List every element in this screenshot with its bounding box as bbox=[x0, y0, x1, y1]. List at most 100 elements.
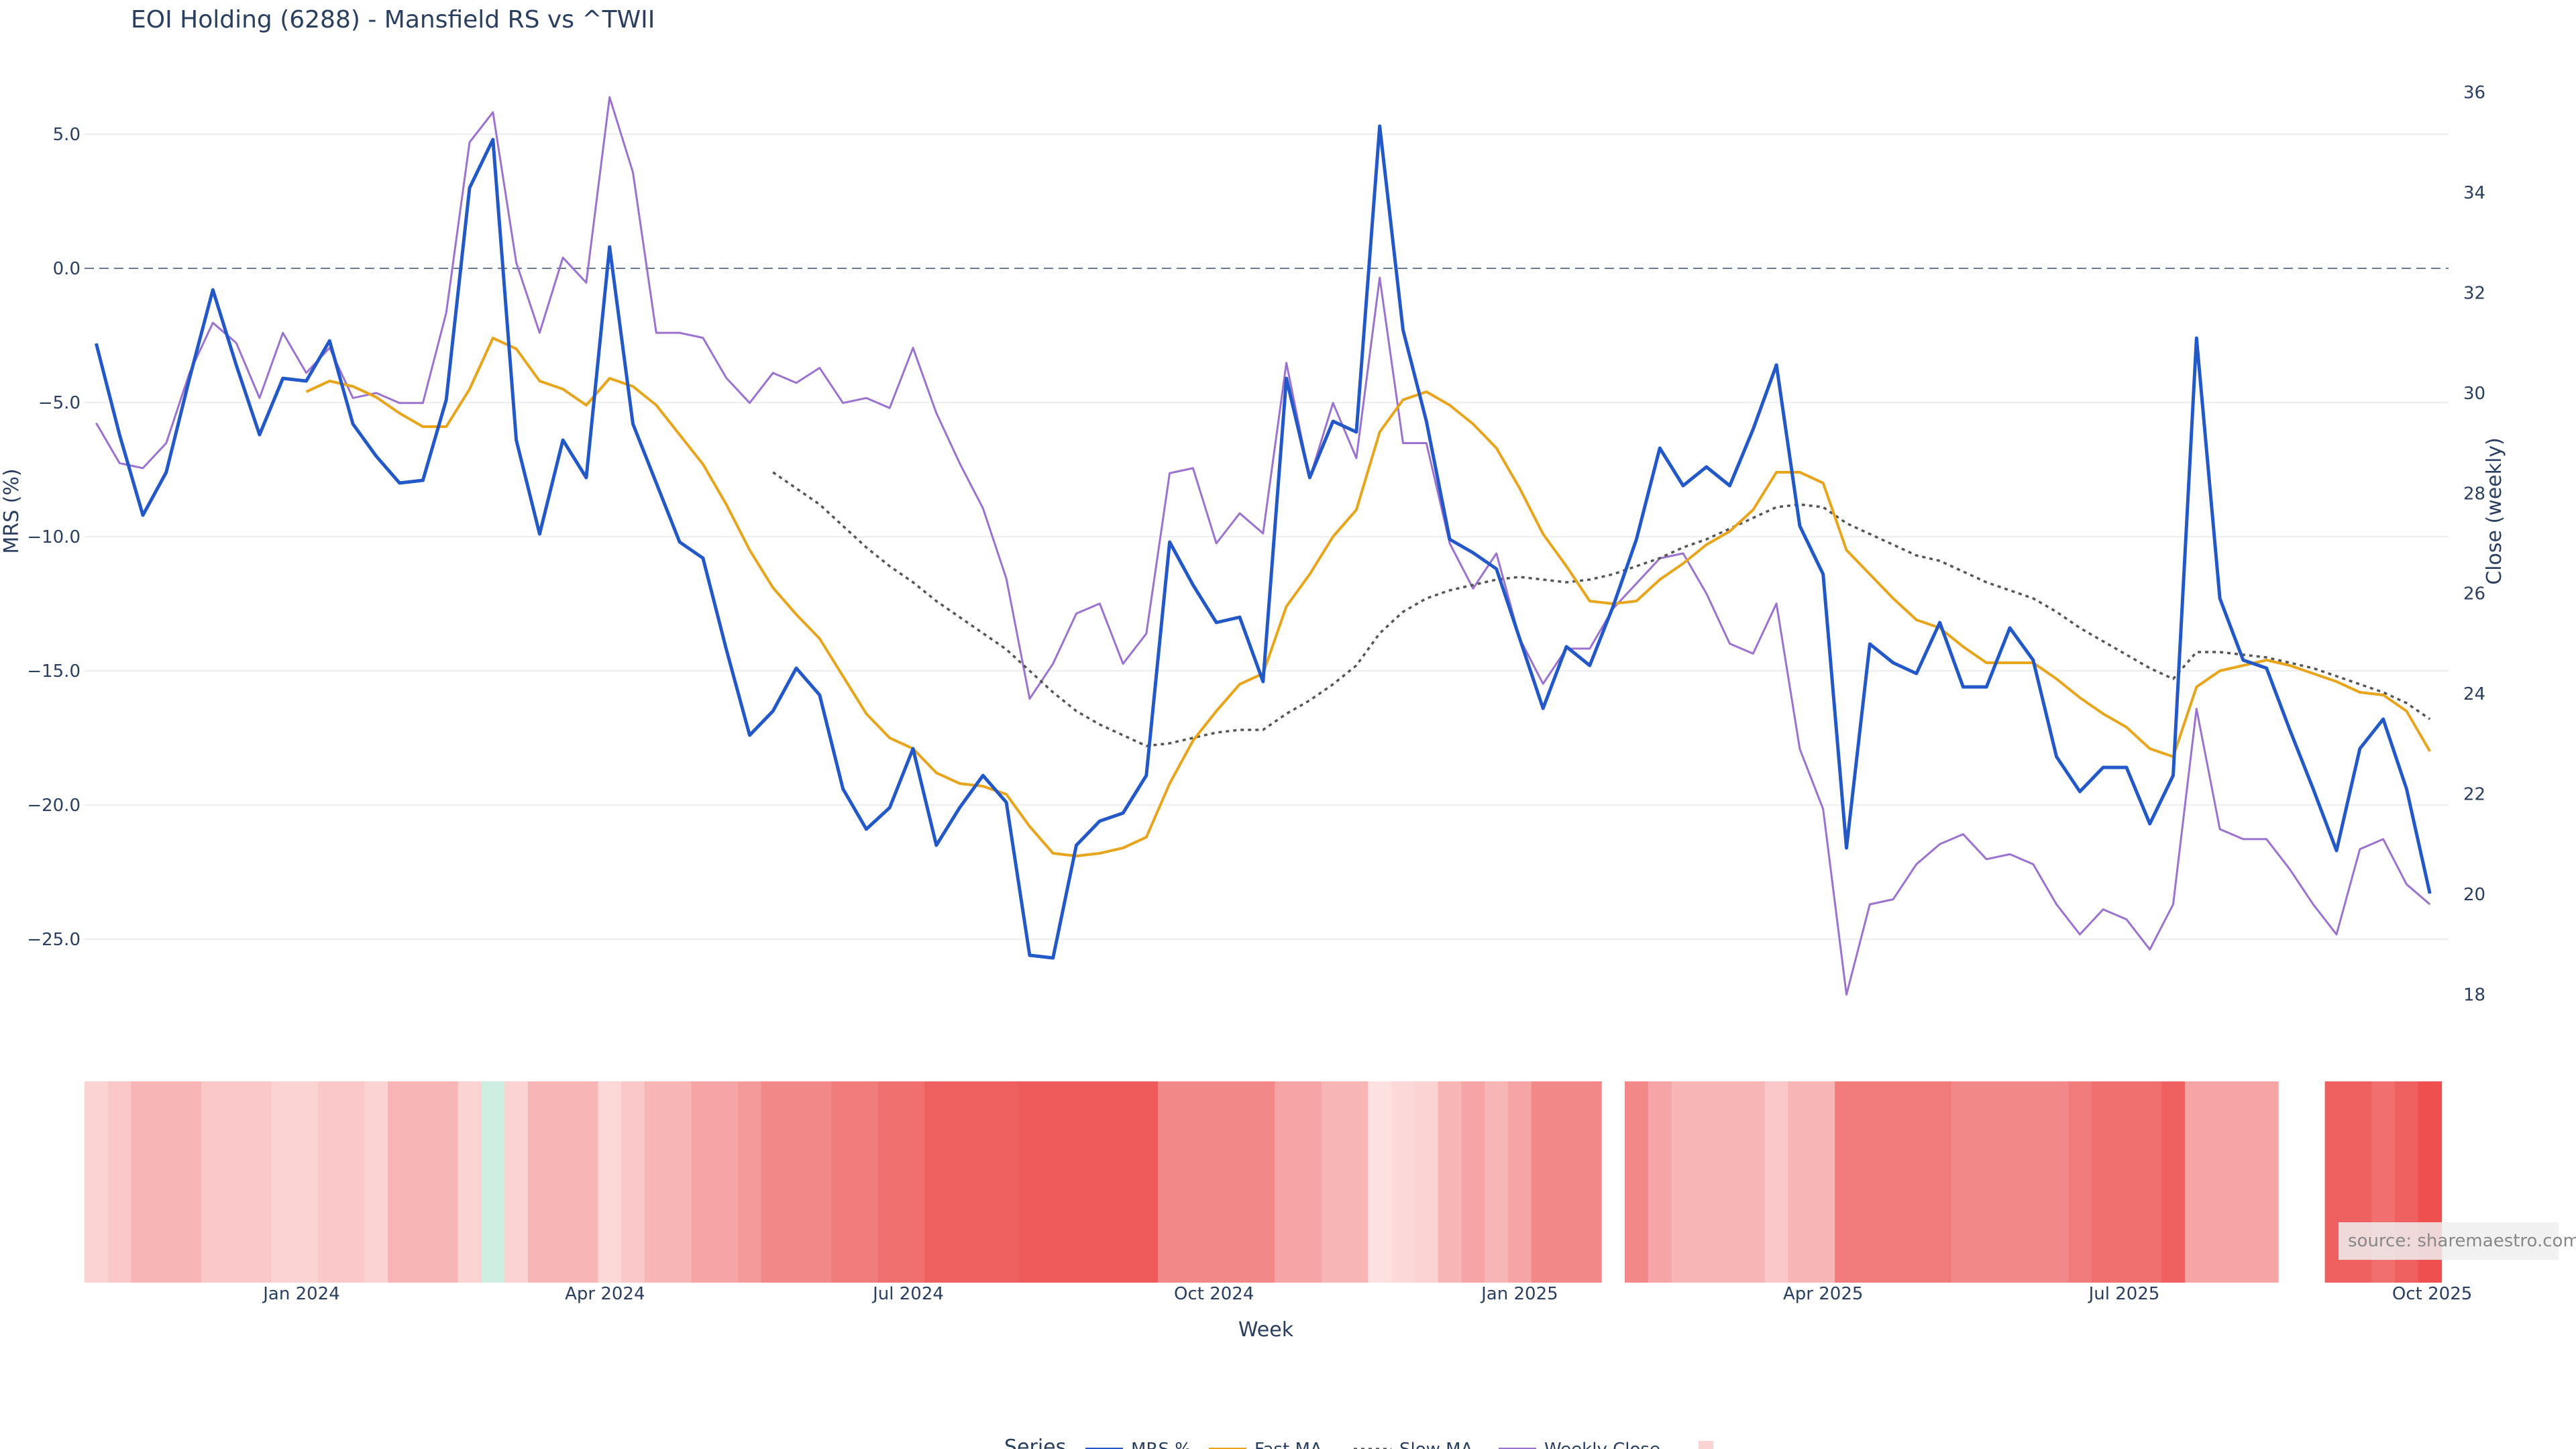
y2-tick-label: 32 bbox=[2463, 283, 2485, 303]
x-tick-label: Oct 2024 bbox=[1174, 1284, 1254, 1304]
heatmap-cell bbox=[714, 1081, 739, 1283]
series-line-mrs bbox=[94, 124, 2432, 960]
heatmap-cell bbox=[1904, 1081, 1929, 1283]
heatmap-cell bbox=[1204, 1081, 1229, 1283]
heatmap-cell bbox=[1158, 1081, 1182, 1283]
heatmap-cell bbox=[1251, 1081, 1275, 1283]
x-tick-label: Jan 2024 bbox=[262, 1284, 340, 1304]
heatmap-cell bbox=[1321, 1081, 1346, 1283]
heatmap-cell bbox=[877, 1081, 902, 1283]
heatmap-cell bbox=[271, 1081, 295, 1283]
heatmap-cell bbox=[551, 1081, 576, 1283]
heatmap-cell bbox=[761, 1081, 786, 1283]
heatmap-cell bbox=[1974, 1081, 1999, 1283]
heatmap-cell bbox=[1881, 1081, 1906, 1283]
heatmap-cell bbox=[855, 1081, 879, 1283]
heatmap-cell bbox=[691, 1081, 715, 1283]
heatmap-cell bbox=[1414, 1081, 1439, 1283]
heatmap-cell bbox=[1531, 1081, 1556, 1283]
x-tick-label: Jul 2025 bbox=[2088, 1284, 2160, 1304]
legend-items: MRS % Fast MA Slow MA Weekly Close bbox=[1085, 1440, 1713, 1449]
legend-item[interactable]: Slow MA bbox=[1354, 1440, 1473, 1449]
heatmap-cell bbox=[481, 1081, 505, 1283]
heatmap-cell bbox=[388, 1081, 412, 1283]
legend-label: Fast MA bbox=[1254, 1440, 1322, 1449]
heatmap-cell bbox=[1134, 1081, 1159, 1283]
y2-tick-label: 22 bbox=[2463, 785, 2485, 805]
heatmap-cell bbox=[1835, 1081, 1859, 1283]
y2-tick-label: 26 bbox=[2463, 584, 2485, 604]
heatmap-cell bbox=[2161, 1081, 2186, 1283]
heatmap-cell bbox=[2231, 1081, 2255, 1283]
legend-item[interactable]: Weekly Close bbox=[1499, 1440, 1660, 1449]
y-axis-title: MRS (%) bbox=[0, 468, 23, 553]
heatmap-cell bbox=[598, 1081, 622, 1283]
series-line-weekly-close bbox=[95, 96, 2431, 996]
heatmap-cell bbox=[1485, 1081, 1509, 1283]
y-tick-label: −5.0 bbox=[38, 393, 80, 413]
heatmap-cell bbox=[1368, 1081, 1392, 1283]
heatmap-cell bbox=[528, 1081, 552, 1283]
heatmap-cell bbox=[178, 1081, 202, 1283]
heatmap-cell bbox=[341, 1081, 366, 1283]
heatmap-cell bbox=[248, 1081, 272, 1283]
heatmap-cell bbox=[644, 1081, 669, 1283]
heatmap-cell bbox=[738, 1081, 762, 1283]
series-line-fast-ma bbox=[305, 337, 2431, 857]
heatmap-cell bbox=[411, 1081, 435, 1283]
y-tick-label: −20.0 bbox=[27, 796, 80, 816]
y-tick-label: 5.0 bbox=[53, 125, 80, 145]
y2-tick-label: 30 bbox=[2463, 384, 2485, 404]
x-axis-title: Week bbox=[1238, 1318, 1294, 1342]
heatmap-cell bbox=[1718, 1081, 1742, 1283]
heatmap-cell bbox=[458, 1081, 482, 1283]
legend-item[interactable]: Fast MA bbox=[1209, 1440, 1322, 1449]
x-tick-label: Jul 2024 bbox=[871, 1284, 944, 1304]
legend-item[interactable] bbox=[1699, 1441, 1713, 1449]
heatmap-cell bbox=[1951, 1081, 1976, 1283]
y-tick-label: −10.0 bbox=[27, 527, 80, 547]
heatmap-cell bbox=[1087, 1081, 1112, 1283]
heatmap-cell bbox=[1065, 1081, 1089, 1283]
chart-title: EOI Holding (6288) - Mansfield RS vs ^TW… bbox=[131, 6, 655, 34]
heatmap-cell bbox=[1275, 1081, 1299, 1283]
x-tick-label: Apr 2025 bbox=[1783, 1284, 1863, 1304]
y2-tick-label: 24 bbox=[2463, 684, 2485, 704]
heatmap-cell bbox=[2114, 1081, 2139, 1283]
heatmap-cell bbox=[1695, 1081, 1719, 1283]
heatmap-cell bbox=[1111, 1081, 1136, 1283]
heatmap-cell bbox=[154, 1081, 178, 1283]
y2-axis-ticks: 36 34 32 30 28 26 24 22 20 18 bbox=[2463, 83, 2485, 1005]
heatmap-cell bbox=[948, 1081, 972, 1283]
heatmap-cell bbox=[1671, 1081, 1695, 1283]
legend[interactable]: Series MRS % Fast MA Slow MA Weekly Close bbox=[1004, 1436, 1713, 1449]
heatmap-cell bbox=[85, 1081, 109, 1283]
heatmap-cell bbox=[1811, 1081, 1835, 1283]
heatmap-cell bbox=[2091, 1081, 2116, 1283]
heatmap-cell bbox=[2255, 1081, 2279, 1283]
heatmap-cell bbox=[621, 1081, 645, 1283]
x-tick-label: Jan 2025 bbox=[1480, 1284, 1558, 1304]
heatmap-cell bbox=[1578, 1081, 1602, 1283]
heatmap-cell bbox=[1764, 1081, 1789, 1283]
source-label: source: sharemaestro.com bbox=[2348, 1231, 2576, 1251]
x-axis-ticks: Jan 2024 Apr 2024 Jul 2024 Oct 2024 Jan 2025… bbox=[262, 1284, 2472, 1304]
y-tick-label: −25.0 bbox=[27, 930, 80, 950]
legend-item[interactable]: MRS % bbox=[1085, 1440, 1191, 1449]
y-tick-label: −15.0 bbox=[27, 661, 80, 682]
y-tick-label: 0.0 bbox=[53, 259, 80, 279]
heatmap-cell bbox=[924, 1081, 949, 1283]
heatmap-cell bbox=[1438, 1081, 1462, 1283]
y2-tick-label: 36 bbox=[2463, 83, 2485, 103]
heatmap-cell bbox=[1741, 1081, 1766, 1283]
heatmap-cell bbox=[901, 1081, 925, 1283]
heatmap-cell bbox=[2138, 1081, 2162, 1283]
heatmap-cell bbox=[294, 1081, 319, 1283]
legend-label: Weekly Close bbox=[1544, 1440, 1660, 1449]
heatmap-cell bbox=[1928, 1081, 1952, 1283]
series-layer bbox=[94, 96, 2432, 996]
heatmap-cell bbox=[2021, 1081, 2045, 1283]
heatmap-cell bbox=[131, 1081, 155, 1283]
heatmap-cell bbox=[784, 1081, 808, 1283]
